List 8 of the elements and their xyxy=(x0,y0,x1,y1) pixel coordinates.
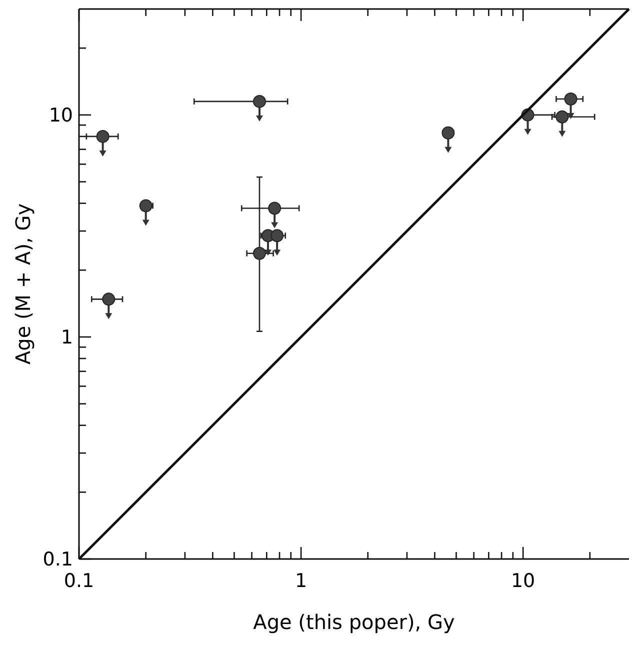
x-axis-title: Age (this poper), Gy xyxy=(253,610,456,634)
y-tick-label: 0.1 xyxy=(42,548,73,571)
y-tick-label: 10 xyxy=(48,104,73,127)
y-tick-label: 1 xyxy=(60,326,73,349)
x-tick-label: 1 xyxy=(294,570,308,592)
x-tick-label: 10 xyxy=(510,570,536,592)
y-axis-title: Age (M + A), Gy xyxy=(11,203,35,365)
x-tick-label: 0.1 xyxy=(64,570,94,592)
